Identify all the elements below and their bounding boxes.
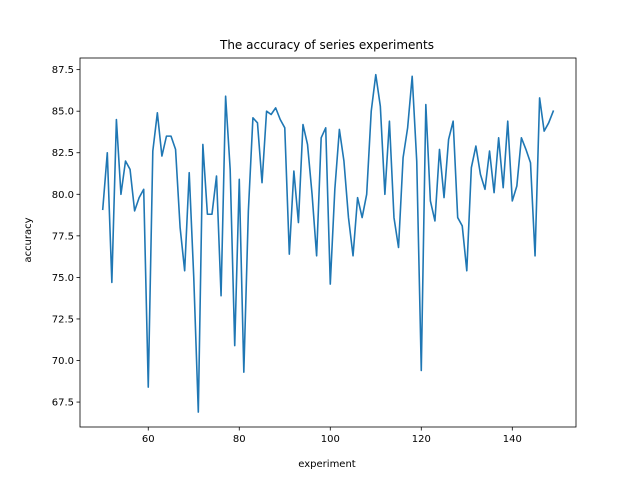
x-tick-label: 100 [321, 434, 340, 445]
x-tick-label: 80 [233, 434, 246, 445]
y-tick-label: 75.0 [52, 273, 74, 284]
y-tick-label: 85.0 [52, 107, 74, 118]
chart-title: The accuracy of series experiments [219, 38, 434, 52]
x-tick-label: 60 [142, 434, 155, 445]
x-tick-label: 120 [412, 434, 431, 445]
y-tick-label: 67.5 [52, 398, 74, 409]
x-tick-label: 140 [503, 434, 522, 445]
y-tick-label: 72.5 [52, 314, 74, 325]
y-axis-label: accuracy [23, 217, 34, 262]
y-tick-label: 80.0 [52, 190, 74, 201]
x-axis-label: experiment [298, 459, 356, 470]
plot-frame [79, 57, 577, 428]
series-line-0 [101, 73, 555, 413]
plot-area [79, 57, 577, 428]
x-axis: 60 80 100 120 140 [142, 427, 522, 445]
y-tick-label: 87.5 [52, 65, 74, 76]
y-tick-label: 70.0 [52, 356, 74, 367]
y-tick-label: 82.5 [52, 148, 74, 159]
y-tick-label: 77.5 [52, 231, 74, 242]
y-axis: 67.5 70.0 72.5 75.0 77.5 80.0 82.5 85.0 87.5 [52, 65, 80, 409]
